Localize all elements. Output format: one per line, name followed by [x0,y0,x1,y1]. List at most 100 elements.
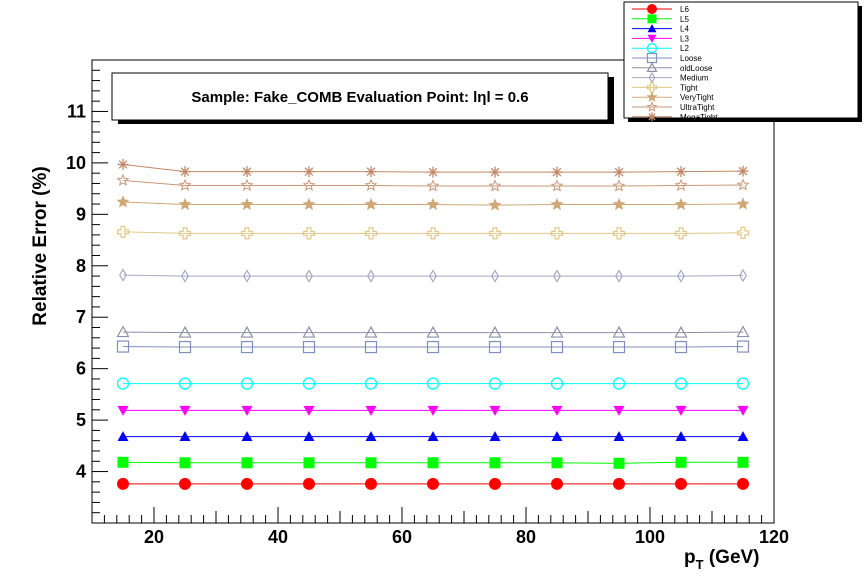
legend-entry-megatight: MegaTight [632,112,718,122]
x-tick-label: 80 [516,527,536,547]
data-point-megatight [241,166,253,178]
data-point-tight [674,227,688,240]
data-point-loose [488,340,502,354]
legend-label-l6: L6 [680,5,689,14]
legend-label-l3: L3 [680,34,689,43]
data-point-medium [119,268,127,282]
series-ultratight [116,173,750,192]
y-tick-label: 11 [67,101,86,121]
data-point-l2 [178,377,192,390]
legend-marker-l4 [647,24,657,33]
legend-marker-medium [648,71,656,84]
data-point-tight [364,227,378,240]
y-tick-label: 8 [76,256,86,276]
series-l3 [117,405,749,416]
data-point-l4 [179,431,191,441]
data-point-l2 [736,377,750,390]
legend-entry-tight: Tight [632,82,698,93]
data-point-l2 [674,377,688,390]
series-medium [119,268,747,283]
data-point-verytight [674,197,688,211]
series-oldloose [116,325,750,338]
data-point-oldloose [488,325,502,338]
data-point-l6 [365,477,377,490]
data-point-megatight [613,166,625,178]
chart-title: Sample: Fake_COMB Evaluation Point: lηl … [191,89,528,106]
legend-label-l5: L5 [680,15,689,24]
data-point-l4 [365,431,377,441]
y-tick-label: 9 [76,204,86,224]
series-megatight [117,158,749,178]
data-point-tight [612,227,626,240]
data-point-l6 [675,477,687,490]
data-point-ultratight [736,178,750,191]
data-point-medium [181,269,189,283]
data-point-l5 [303,457,315,469]
x-axis-title: pT (GeV) [684,547,760,572]
data-point-l2 [426,377,440,390]
data-point-l3 [117,405,129,416]
asterisk-stroke [490,167,500,177]
series-loose [116,340,750,354]
data-point-megatight [551,166,563,178]
data-point-megatight [179,166,191,178]
x-tick-label: 120 [759,527,789,547]
asterisk-stroke [738,166,748,176]
series-line-ultratight [122,179,744,187]
legend-marker-verytight [646,91,658,102]
legend-marker-l6 [647,4,657,14]
legend-marker-megatight [647,112,657,122]
data-point-l3 [675,405,687,416]
data-point-loose [178,340,192,354]
data-point-verytight [302,197,316,211]
data-point-medium [553,269,561,283]
data-point-l3 [427,405,439,416]
data-point-l4 [241,431,253,441]
asterisk-stroke [242,167,252,176]
series-l4 [117,431,749,441]
data-point-verytight [364,197,378,211]
data-point-medium [305,269,313,283]
data-point-l5 [489,457,501,469]
data-point-tight [426,227,440,240]
data-point-megatight [737,165,749,177]
legend-label-loose: Loose [680,54,702,63]
series-layer [116,158,750,490]
data-point-oldloose [178,325,192,338]
data-point-medium [367,269,375,283]
data-point-ultratight [674,178,688,192]
data-point-loose [364,340,378,354]
asterisk-stroke [428,167,438,177]
data-point-l4 [489,431,501,441]
data-point-loose [302,340,316,354]
data-point-l6 [613,477,625,490]
series-verytight [116,195,750,211]
y-axis-title: Relative Error (%) [30,166,51,325]
data-point-l5 [179,457,191,469]
title-box-frame [111,72,609,121]
data-point-l5 [117,456,129,468]
asterisk-stroke [552,167,562,177]
legend-label-verytight: VeryTight [680,93,714,102]
legend-entry-l3: L3 [632,34,689,43]
asterisk-stroke [118,160,128,169]
data-point-tight [302,227,316,240]
series-line-loose [122,346,744,348]
legend-entry-l2: L2 [632,43,689,54]
data-point-verytight [488,198,502,211]
data-point-l2 [612,377,626,390]
data-point-tight [488,227,502,240]
data-point-loose [116,340,130,353]
data-point-loose [426,340,440,354]
data-point-l6 [179,477,191,490]
asterisk-stroke [304,167,314,176]
data-point-verytight [736,197,750,210]
legend-entry-oldloose: oldLoose [632,62,713,73]
legend-label-ultratight: UltraTight [680,103,715,112]
x-tick-label: 20 [144,527,164,547]
data-point-l5 [365,457,377,469]
legend-entry-l5: L5 [632,14,689,24]
data-point-tight [178,227,192,240]
series-line-tight [122,231,744,234]
